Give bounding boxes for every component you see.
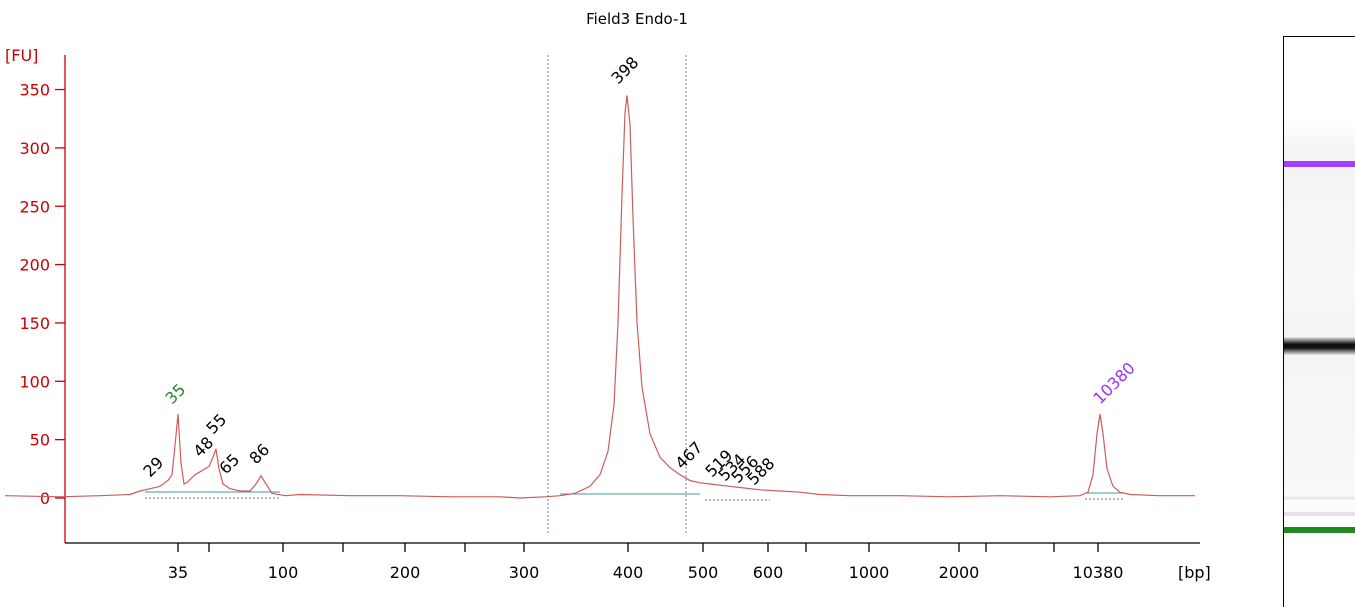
x-tick-label: 35 [168, 563, 188, 582]
peak-label: 86 [245, 440, 273, 468]
x-tick-label: 10380 [1073, 563, 1124, 582]
y-tick-label: 250 [19, 197, 50, 216]
y-tick-label: 50 [30, 431, 50, 450]
chart-title: Field3 Endo-1 [586, 10, 688, 28]
y-tick-label: 300 [19, 139, 50, 158]
peak-label: 35 [161, 380, 189, 408]
y-ticks: 0 50 100 150 200 250 300 350 [19, 81, 65, 508]
x-tick-label: 600 [753, 563, 784, 582]
electropherogram-chart: Field3 Endo-1 [FU] [bp] 0 50 100 150 200 250 3… [4, 10, 1211, 582]
peak-label: 65 [215, 450, 243, 478]
x-tick-label: 400 [613, 563, 644, 582]
peak-label: 55 [202, 410, 230, 438]
gel-band-faint [1284, 495, 1355, 501]
x-tick-label: 500 [688, 563, 719, 582]
gel-band-lower-marker [1284, 527, 1355, 533]
x-tick-label: 200 [390, 563, 421, 582]
y-tick-label: 100 [19, 372, 50, 391]
y-tick-label: 200 [19, 256, 50, 275]
x-ticks: 35 100 200 300 400 500 600 1000 2000 10380 [168, 543, 1124, 582]
series-layer [4, 95, 1195, 499]
gel-band-faint [1284, 512, 1355, 516]
x-axis-label: [bp] [1178, 563, 1211, 582]
trace-line [4, 95, 1195, 499]
x-tick-label: 300 [509, 563, 540, 582]
y-tick-label: 150 [19, 314, 50, 333]
x-tick-label: 100 [268, 563, 299, 582]
y-tick-label: 350 [19, 81, 50, 100]
y-tick-label: 0 [40, 489, 50, 508]
peak-label: 398 [607, 53, 642, 88]
x-tick-label: 1000 [849, 563, 890, 582]
peak-label: 29 [139, 453, 167, 481]
gel-lane [1283, 36, 1355, 607]
gel-band-upper-marker [1284, 161, 1355, 167]
gel-band-main [1284, 337, 1355, 355]
x-tick-label: 2000 [939, 563, 980, 582]
y-axis-label: [FU] [5, 46, 38, 65]
peak-label: 10380 [1089, 358, 1138, 407]
